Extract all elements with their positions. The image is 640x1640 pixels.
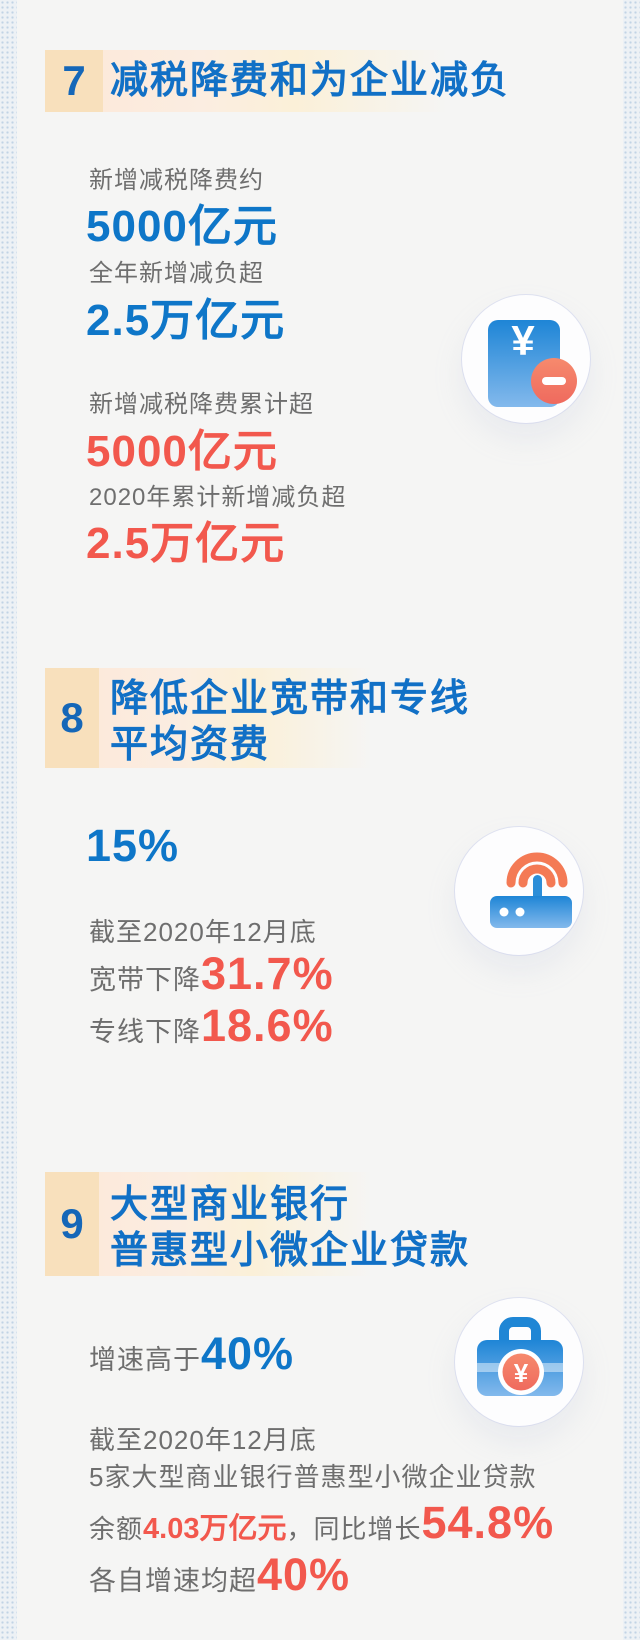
section-8-number-badge: 8: [45, 668, 99, 768]
stat-label: ，同比增长: [286, 1514, 422, 1544]
stat-value: 2.5万亿元: [86, 296, 286, 345]
svg-text:¥: ¥: [511, 317, 535, 364]
balance-stat-line: 余额 4.03万亿元 ，同比增长 54.8%: [89, 1497, 554, 1549]
section-9-title-highlight: [86, 1172, 372, 1276]
title-line: 平均资费: [110, 724, 271, 766]
stat-line: 宽带下降 31.7%: [89, 948, 334, 1000]
stat-value: 31.7%: [201, 948, 334, 999]
stat-value: 40%: [201, 1328, 295, 1379]
section-9-title: 大型商业银行 普惠型小微企业贷款: [110, 1182, 470, 1274]
stat-label: 新增减税降费累计超: [89, 391, 314, 418]
stat-label: 2020年累计新增减负超: [89, 484, 347, 511]
briefcase-yuan-icon: ¥: [455, 1298, 583, 1426]
stat-value: 18.6%: [201, 1000, 334, 1051]
date-note: 截至2020年12月底: [89, 1425, 317, 1455]
left-texture-border: [0, 0, 17, 1640]
title-line: 大型商业银行: [110, 1184, 351, 1226]
stat-label: 全年新增减负超: [89, 260, 264, 287]
stat-value: 40%: [257, 1549, 351, 1600]
growth-value: 54.8%: [421, 1497, 555, 1548]
svg-text:¥: ¥: [514, 1358, 529, 1388]
stat-line: 专线下降 18.6%: [89, 1000, 334, 1052]
receipt-minus-icon: ¥: [462, 295, 590, 423]
stat-label: 专线下降: [89, 1017, 201, 1047]
stat-label: 宽带下降: [89, 965, 201, 995]
title-line: 普惠型小微企业贷款: [110, 1230, 471, 1272]
stat-label: 余额: [89, 1514, 144, 1544]
right-texture-border: [623, 0, 640, 1640]
stat-value: 2.5万亿元: [86, 519, 286, 568]
title-line: 降低企业宽带和专线: [110, 678, 471, 720]
wifi-router-icon: [455, 827, 583, 955]
description-text: 5家大型商业银行普惠型小微企业贷款: [89, 1462, 537, 1492]
stat-value: 5000亿元: [86, 202, 278, 251]
balance-amount: 4.03万亿元: [143, 1513, 287, 1545]
section-7-title: 减税降费和为企业减负: [110, 60, 511, 102]
stat-label: 各自增速均超: [89, 1566, 257, 1596]
stat-label: 增速高于: [89, 1345, 201, 1375]
stat-value: 5000亿元: [86, 427, 278, 476]
each-growth-line: 各自增速均超 40%: [89, 1549, 350, 1601]
section-7-title-highlight: [86, 50, 448, 112]
section-7-number-badge: 7: [45, 50, 103, 112]
headline-stat: 15%: [86, 820, 180, 871]
stat-label: 新增减税降费约: [89, 167, 264, 194]
date-note: 截至2020年12月底: [89, 917, 317, 947]
section-8-title: 降低企业宽带和专线 平均资费: [110, 676, 470, 768]
section-9-number-badge: 9: [45, 1172, 99, 1276]
lead-stat-line: 增速高于 40%: [89, 1328, 294, 1380]
section-8-title-highlight: [86, 668, 372, 768]
